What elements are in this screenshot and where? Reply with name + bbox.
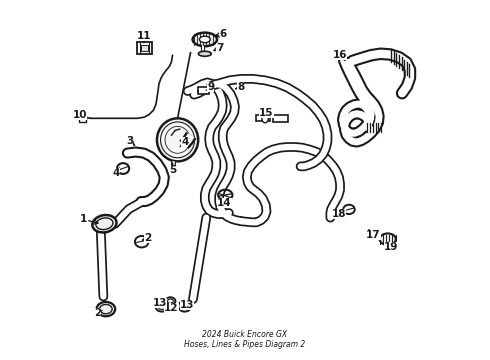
Text: 4: 4 <box>112 168 120 178</box>
Text: 13: 13 <box>152 298 167 308</box>
Ellipse shape <box>181 303 189 310</box>
Text: 13: 13 <box>180 300 194 310</box>
Text: 2: 2 <box>94 309 102 318</box>
Ellipse shape <box>198 51 211 56</box>
Text: 3: 3 <box>126 136 135 146</box>
Ellipse shape <box>178 301 191 312</box>
Bar <box>256 116 270 121</box>
Ellipse shape <box>157 118 198 161</box>
Text: 17: 17 <box>366 230 381 239</box>
Text: 2: 2 <box>143 233 151 243</box>
Ellipse shape <box>262 114 269 123</box>
Text: 7: 7 <box>214 43 223 53</box>
Text: 12: 12 <box>164 303 179 314</box>
Text: 9: 9 <box>206 82 215 93</box>
Text: 10: 10 <box>73 111 87 121</box>
Ellipse shape <box>168 299 173 303</box>
Bar <box>141 45 148 51</box>
Text: 11: 11 <box>137 31 151 42</box>
Text: 5: 5 <box>169 163 176 175</box>
Text: 16: 16 <box>333 50 347 60</box>
Ellipse shape <box>155 301 168 312</box>
Text: 2024 Buick Encore GX
Hoses, Lines & Pipes Diagram 2: 2024 Buick Encore GX Hoses, Lines & Pipe… <box>184 330 306 349</box>
Ellipse shape <box>97 302 115 316</box>
Bar <box>79 115 86 122</box>
Text: 4: 4 <box>180 138 189 147</box>
Text: 19: 19 <box>384 242 398 252</box>
Ellipse shape <box>166 297 175 305</box>
Bar <box>197 87 209 94</box>
Text: 6: 6 <box>216 29 227 39</box>
Text: 15: 15 <box>259 108 274 118</box>
Ellipse shape <box>199 36 210 42</box>
Text: 14: 14 <box>217 198 231 208</box>
Ellipse shape <box>380 233 396 245</box>
Bar <box>273 115 288 122</box>
FancyBboxPatch shape <box>137 42 152 54</box>
Ellipse shape <box>193 33 217 46</box>
Ellipse shape <box>158 303 166 310</box>
Ellipse shape <box>92 215 117 233</box>
Text: 18: 18 <box>332 209 346 219</box>
Text: 8: 8 <box>236 82 245 92</box>
Text: 1: 1 <box>80 215 98 224</box>
